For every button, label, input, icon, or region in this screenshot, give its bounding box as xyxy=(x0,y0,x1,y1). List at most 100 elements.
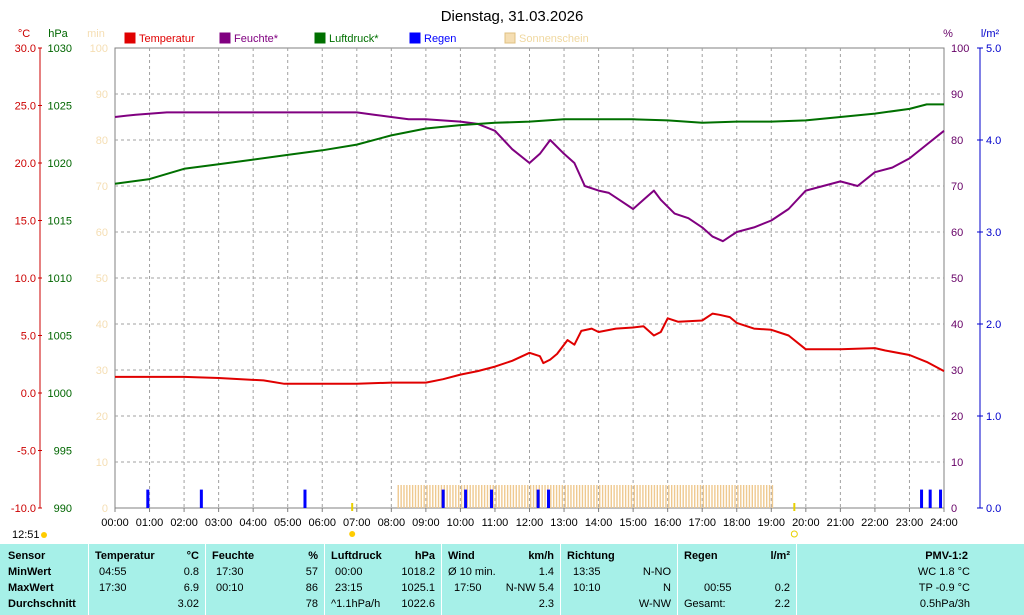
rain-bar xyxy=(920,489,924,508)
legend-swatch xyxy=(409,32,421,44)
temperature-max-time: 17:30 xyxy=(99,582,127,594)
x-tick-label: 10:00 xyxy=(447,517,475,529)
temperature-axis-unit: °C xyxy=(18,28,30,40)
sunshine-tick-label: 90 xyxy=(96,89,108,101)
x-tick-label: 01:00 xyxy=(136,517,164,529)
x-tick-label: 06:00 xyxy=(308,517,336,529)
sun-indicator-icon xyxy=(41,532,47,538)
pressure-tick-label: 1015 xyxy=(48,216,72,228)
rain-tick-label: 1.0 xyxy=(986,411,1001,423)
wind-avg10-value: 1.4 xyxy=(538,566,554,578)
x-tick-label: 03:00 xyxy=(205,517,233,529)
temperature-tick-label: 20.0 xyxy=(15,158,36,170)
x-tick-label: 13:00 xyxy=(550,517,578,529)
avg-label: Durchschnitt xyxy=(8,598,76,610)
legend-label: Feuchte* xyxy=(234,33,279,45)
rain-unit: l/m² xyxy=(770,550,790,562)
pressure-tick-label: 995 xyxy=(54,446,72,458)
chart-title: Dienstag, 31.03.2026 xyxy=(441,8,584,25)
sunshine-tick-label: 20 xyxy=(96,411,108,423)
pmv-dewpoint: TP -0.9 °C xyxy=(918,582,970,594)
rain-bar xyxy=(146,489,150,508)
pressure-tick-label: 1005 xyxy=(48,331,72,343)
x-tick-label: 20:00 xyxy=(792,517,820,529)
x-tick-label: 12:00 xyxy=(516,517,544,529)
rain-bar xyxy=(536,489,540,508)
temperature-tick-label: 0.0 xyxy=(21,388,36,400)
humidity-avg-value: 78 xyxy=(305,598,318,610)
humidity-tick-label: 40 xyxy=(951,319,963,331)
humidity-header: Feuchte xyxy=(212,550,255,562)
pressure-axis-unit: hPa xyxy=(48,28,68,40)
x-tick-label: 05:00 xyxy=(274,517,302,529)
rain-bar xyxy=(199,489,203,508)
temperature-tick-label: 10.0 xyxy=(15,273,36,285)
pressure-unit: hPa xyxy=(414,550,435,562)
humidity-min-value: 57 xyxy=(305,566,318,578)
temperature-tick-label: -10.0 xyxy=(11,503,36,515)
x-tick-label: 11:00 xyxy=(482,517,509,529)
rain-bar xyxy=(464,489,468,508)
legend-swatch xyxy=(124,32,136,44)
weather-chart: Dienstag, 31.03.2026 °C hPa min% l/m² 30.0 25.… xyxy=(11,8,1001,541)
wind-avg-value: 2.3 xyxy=(538,598,554,610)
temperature-header: Temperatur xyxy=(95,550,155,562)
rain-header: Regen xyxy=(684,550,718,562)
sensor-header: Sensor xyxy=(8,550,46,562)
pressure-line xyxy=(114,103,944,185)
rain-max-value: 0.2 xyxy=(774,582,790,594)
current-time-label: 12:51 xyxy=(12,529,40,541)
pressure-header: Luftdruck xyxy=(331,550,382,562)
rain-bar xyxy=(490,489,494,508)
sunshine-tick-label: 80 xyxy=(96,135,108,147)
legend-swatch xyxy=(219,32,231,44)
temperature-tick-label: 30.0 xyxy=(15,43,36,55)
legend-label: Regen xyxy=(424,33,456,45)
min-label: MinWert xyxy=(8,566,52,578)
legend-label: Luftdruck* xyxy=(329,33,379,45)
temperature-max-value: 6.9 xyxy=(183,582,199,594)
rain-bar xyxy=(939,489,943,508)
rain-tick-label: 2.0 xyxy=(986,319,1001,331)
x-tick-label: 14:00 xyxy=(585,517,613,529)
direction-min-value: N-NO xyxy=(642,566,671,578)
sunshine-tick-label: 0 xyxy=(102,503,108,515)
sunshine-tick-label: 100 xyxy=(90,43,108,55)
temperature-avg-value: 3.02 xyxy=(177,598,199,610)
sunshine-tick-label: 10 xyxy=(96,457,108,469)
sunshine-tick-label: 60 xyxy=(96,227,108,239)
x-tick-label: 09:00 xyxy=(412,517,440,529)
x-tick-label: 23:00 xyxy=(896,517,924,529)
rain-tick-label: 4.0 xyxy=(986,135,1001,147)
pressure-tick-label: 1030 xyxy=(48,43,72,55)
rain-bar xyxy=(546,489,550,508)
rain-total-label: Gesamt: xyxy=(684,598,726,610)
legend-swatch xyxy=(504,32,516,44)
temperature-unit: °C xyxy=(186,550,199,562)
pmv-windchill: WC 1.8 °C xyxy=(917,566,970,578)
temperature-section: Temperatur °C 04:55 0.8 17:30 6.9 3.02 xyxy=(89,544,205,615)
humidity-tick-label: 50 xyxy=(951,273,963,285)
humidity-tick-label: 10 xyxy=(951,457,963,469)
x-tick-label: 18:00 xyxy=(723,517,751,529)
rain-max-time: 00:55 xyxy=(704,582,732,594)
humidity-tick-label: 30 xyxy=(951,365,963,377)
direction-avg-value: W-NW xyxy=(638,598,671,610)
pressure-section: Luftdruck hPa 00:00 1018.2 23:15 1025.1 ^1.… xyxy=(325,544,441,615)
pmv-header: PMV-1:2 xyxy=(925,550,968,562)
direction-max-value: N xyxy=(663,582,671,594)
temperature-tick-label: 25.0 xyxy=(15,101,36,113)
pmv-section: PMV-1:2 WC 1.8 °C TP -0.9 °C 0.5hPa/3h xyxy=(797,544,1024,615)
wind-unit: km/h xyxy=(528,550,554,562)
rain-tick-label: 5.0 xyxy=(986,43,1001,55)
rain-tick-label: 3.0 xyxy=(986,227,1001,239)
x-tick-label: 00:00 xyxy=(101,517,129,529)
temperature-tick-label: 15.0 xyxy=(15,216,36,228)
pmv-pressure-trend: 0.5hPa/3h xyxy=(919,598,970,610)
temperature-line xyxy=(115,312,945,385)
x-tick-label: 15:00 xyxy=(619,517,647,529)
humidity-line xyxy=(114,111,945,243)
temperature-min-time: 04:55 xyxy=(99,566,127,578)
x-tick-label: 19:00 xyxy=(758,517,786,529)
temperature-min-value: 0.8 xyxy=(183,566,199,578)
